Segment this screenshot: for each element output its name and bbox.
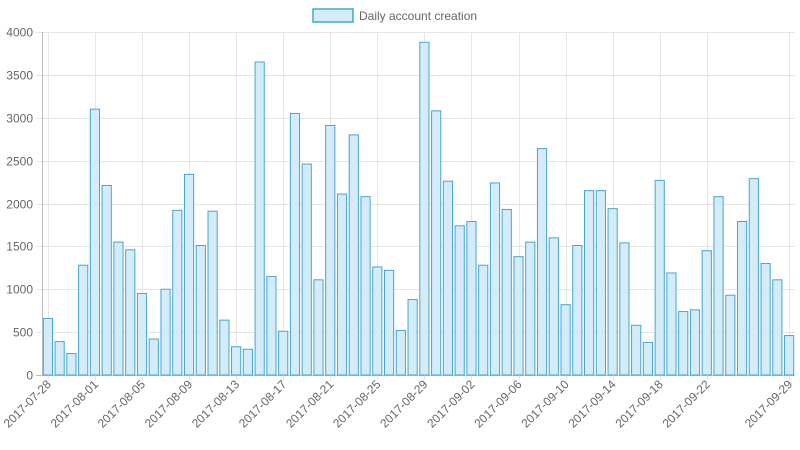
bar[interactable] xyxy=(183,173,195,376)
x-tick-label: 2017-08-17 xyxy=(236,377,290,431)
x-tick-label: 2017-08-21 xyxy=(283,377,337,431)
bar[interactable] xyxy=(125,249,136,376)
x-tick-label: 2017-08-05 xyxy=(95,377,149,431)
y-tick-label: 1000 xyxy=(6,283,33,297)
bar[interactable] xyxy=(219,319,230,376)
bar[interactable] xyxy=(666,272,677,376)
bar[interactable] xyxy=(325,124,336,376)
bar[interactable] xyxy=(607,208,618,376)
bar[interactable] xyxy=(336,193,348,376)
bar[interactable] xyxy=(713,196,724,376)
bar[interactable] xyxy=(454,225,465,376)
legend-swatch xyxy=(312,8,354,23)
bar[interactable] xyxy=(160,288,171,376)
x-tick-label: 2017-07-28 xyxy=(1,377,55,431)
bar[interactable] xyxy=(784,335,795,376)
x-tick-label: 2017-08-13 xyxy=(189,377,243,431)
bar[interactable] xyxy=(701,250,712,376)
bar[interactable] xyxy=(560,304,571,376)
bar[interactable] xyxy=(372,266,383,376)
bar[interactable] xyxy=(548,237,559,376)
bar[interactable] xyxy=(501,209,512,376)
bar[interactable] xyxy=(489,182,501,376)
bar[interactable] xyxy=(760,263,771,376)
bar[interactable] xyxy=(395,329,406,376)
y-tick-label: 3500 xyxy=(6,69,33,83)
bar[interactable] xyxy=(513,256,524,376)
bar[interactable] xyxy=(654,179,665,376)
y-tick-label: 2000 xyxy=(6,198,33,212)
y-tick-label: 1500 xyxy=(6,240,33,254)
bar[interactable] xyxy=(407,299,418,376)
legend-label: Daily account creation xyxy=(359,9,477,23)
bar[interactable] xyxy=(254,61,265,376)
bar[interactable] xyxy=(466,221,477,376)
x-tick-label: 2017-09-14 xyxy=(565,377,619,431)
chart-bars xyxy=(42,41,795,376)
bar[interactable] xyxy=(301,163,312,376)
bar[interactable] xyxy=(525,241,536,376)
y-tick-label: 3000 xyxy=(6,112,33,126)
bar[interactable] xyxy=(478,264,489,376)
x-tick-label: 2017-08-09 xyxy=(142,377,196,431)
x-tick-label: 2017-09-22 xyxy=(660,377,714,431)
y-tick-label: 4000 xyxy=(6,26,33,40)
bar[interactable] xyxy=(748,178,759,376)
bar[interactable] xyxy=(678,311,689,376)
y-axis-ticks: 0 500 1000 1500 2000 2500 3000 3500 4000 xyxy=(6,26,33,383)
x-tick-label: 2017-09-10 xyxy=(518,377,572,431)
x-tick-label: 2017-08-01 xyxy=(48,377,102,431)
y-tick-label: 500 xyxy=(13,326,33,340)
x-tick-label: 2017-09-06 xyxy=(471,377,525,431)
bar[interactable] xyxy=(431,110,442,376)
y-tick-label: 0 xyxy=(26,369,33,383)
bar[interactable] xyxy=(631,324,642,376)
bar[interactable] xyxy=(242,348,253,376)
chart-legend[interactable]: Daily account creation xyxy=(312,8,477,23)
bar[interactable] xyxy=(89,108,101,376)
x-tick-label: 2017-09-29 xyxy=(742,377,796,431)
x-axis-ticks: 2017-07-282017-08-012017-08-052017-08-09… xyxy=(1,377,796,431)
bar[interactable] xyxy=(536,148,548,376)
bar[interactable] xyxy=(442,180,454,376)
bar[interactable] xyxy=(419,41,430,376)
x-tick-label: 2017-09-18 xyxy=(613,377,667,431)
bar[interactable] xyxy=(172,209,183,376)
bar[interactable] xyxy=(136,293,148,376)
bar[interactable] xyxy=(278,330,289,376)
y-tick-label: 2500 xyxy=(6,155,33,169)
bar[interactable] xyxy=(66,353,77,376)
x-tick-label: 2017-09-02 xyxy=(424,377,478,431)
bar[interactable] xyxy=(725,294,736,376)
bar[interactable] xyxy=(78,264,89,376)
bar[interactable] xyxy=(642,341,654,376)
bar[interactable] xyxy=(266,275,277,376)
bar[interactable] xyxy=(736,221,748,376)
bar[interactable] xyxy=(584,190,595,376)
bar[interactable] xyxy=(195,245,206,376)
bar[interactable] xyxy=(572,245,583,376)
x-tick-label: 2017-08-25 xyxy=(330,377,384,431)
bar[interactable] xyxy=(619,242,630,376)
bar[interactable] xyxy=(384,269,395,376)
bar[interactable] xyxy=(207,210,218,376)
bar[interactable] xyxy=(101,184,112,376)
bar[interactable] xyxy=(360,196,371,376)
bar[interactable] xyxy=(313,279,324,376)
bar[interactable] xyxy=(289,112,301,376)
bar[interactable] xyxy=(42,317,53,376)
bar[interactable] xyxy=(689,309,701,376)
bar[interactable] xyxy=(148,338,159,376)
bar[interactable] xyxy=(231,346,242,376)
bar[interactable] xyxy=(595,190,606,376)
bar[interactable] xyxy=(113,241,124,376)
bar[interactable] xyxy=(772,279,783,376)
bar[interactable] xyxy=(54,341,65,376)
bar[interactable] xyxy=(348,134,359,376)
x-tick-label: 2017-08-29 xyxy=(377,377,431,431)
